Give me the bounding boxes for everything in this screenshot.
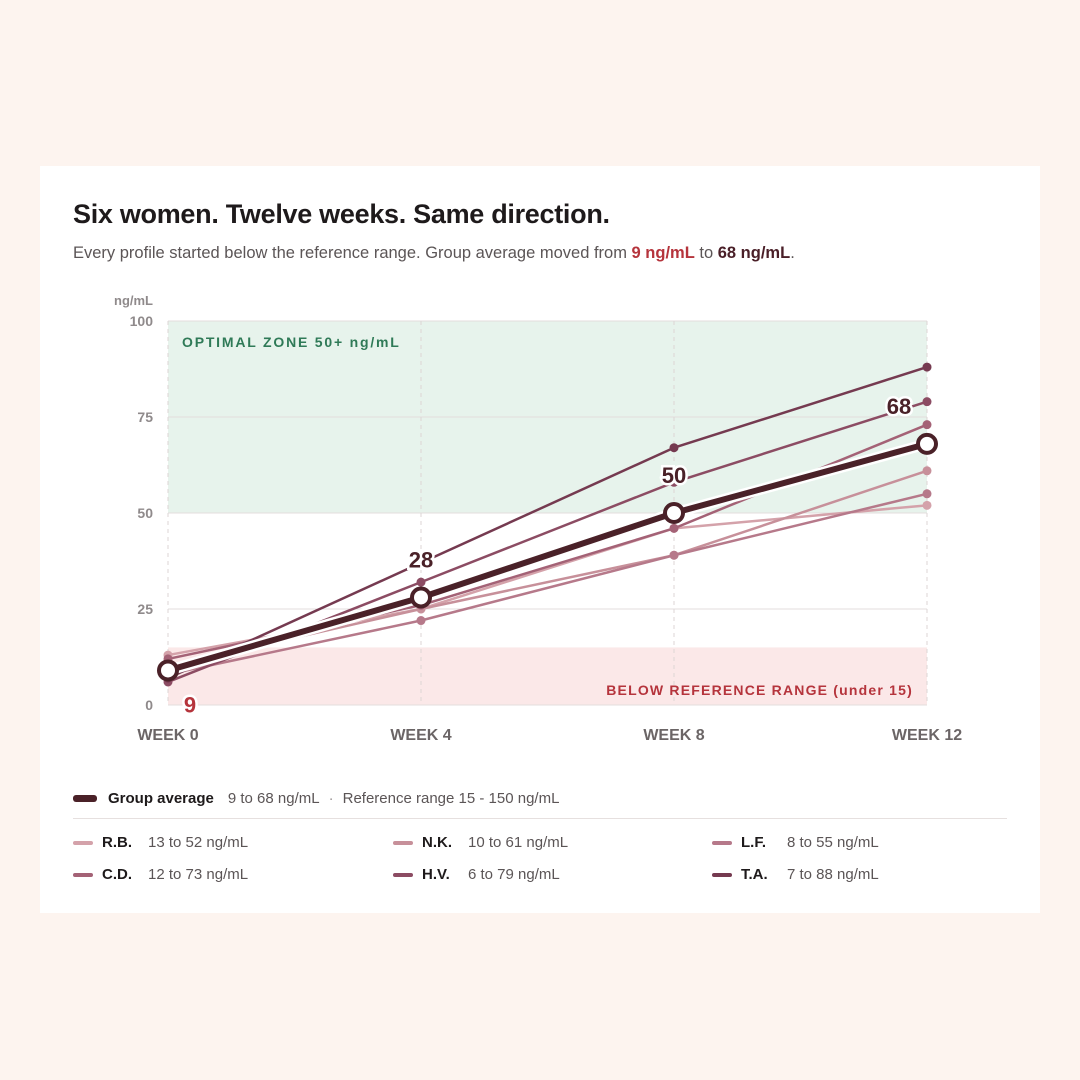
legend-swatch [393, 840, 413, 845]
x-tick-label: WEEK 8 [643, 727, 704, 744]
series-point [922, 466, 932, 476]
optimal-zone-label: OPTIMAL ZONE 50+ ng/mL [182, 334, 401, 350]
subtitle-end-value: 68 ng/mL [717, 244, 791, 262]
legend-item: R.B. 13 to 52 ng/mL [73, 834, 248, 851]
series-point [922, 489, 932, 499]
line-chart: 0 25 50 75 100 WEEK 0 WEEK 4 WEEK 8 WEEK 12 ng/mL… [114, 293, 962, 744]
legend-range: 10 to 61 ng/mL [468, 834, 569, 851]
legend-name: R.B. [102, 834, 132, 851]
subtitle-period: . [790, 244, 795, 262]
chart-card: Six women. Twelve weeks. Same direction.… [40, 166, 1040, 913]
series-point [922, 420, 932, 430]
legend-name: T.A. [741, 866, 768, 883]
legend-range: 13 to 52 ng/mL [148, 834, 249, 851]
average-data-label: 9 [184, 692, 196, 717]
series-point [416, 616, 426, 626]
y-tick-label: 100 [130, 313, 154, 329]
average-legend-range: 9 to 68 ng/mL [227, 790, 320, 807]
below-reference-band [168, 647, 927, 705]
x-tick-label: WEEK 4 [390, 727, 451, 744]
legend-swatch [712, 840, 732, 845]
chart-title: Six women. Twelve weeks. Same direction. [73, 199, 610, 229]
legend-swatch [73, 872, 93, 877]
subtitle-connector: to [694, 244, 718, 262]
legend-average: Group average 9 to 68 ng/mL · Reference … [73, 790, 1007, 807]
y-tick-label: 25 [137, 601, 153, 617]
series-point [669, 550, 679, 560]
legend-range: 8 to 55 ng/mL [787, 834, 879, 851]
legend-range: 12 to 73 ng/mL [148, 866, 249, 883]
reference-range-note: Reference range 15 - 150 ng/mL [342, 790, 560, 807]
average-point [157, 659, 179, 682]
series-line-lf [166, 492, 929, 676]
legend-separator: · [328, 790, 334, 807]
legend-swatch [712, 872, 732, 877]
y-tick-label: 75 [137, 409, 153, 425]
legend-name: H.V. [422, 866, 450, 883]
average-legend-label: Group average [108, 790, 214, 807]
legend-name: N.K. [422, 834, 452, 851]
series-point [669, 443, 679, 453]
below-reference-label: BELOW REFERENCE RANGE (under 15) [606, 682, 913, 698]
series-point [416, 577, 426, 587]
subtitle-start-value: 9 ng/mL [631, 244, 695, 262]
average-point [410, 586, 432, 609]
average-point [663, 502, 685, 524]
series-point [416, 558, 426, 568]
legend-swatch [73, 840, 93, 845]
y-tick-label: 0 [145, 697, 153, 713]
legend-item: C.D. 12 to 73 ng/mL [73, 866, 248, 883]
series-line-ta [166, 365, 929, 680]
average-data-label: 68 [887, 394, 911, 419]
x-tick-label: WEEK 0 [137, 727, 198, 744]
legend-item: T.A. 7 to 88 ng/mL [712, 866, 879, 883]
average-line [165, 440, 930, 674]
legend-item: L.F. 8 to 55 ng/mL [712, 834, 879, 851]
series-point [669, 477, 679, 487]
average-data-label: 28 [409, 547, 433, 572]
series-point [922, 362, 932, 372]
average-swatch [73, 795, 97, 802]
series-point [922, 397, 932, 407]
y-axis-unit: ng/mL [114, 293, 153, 308]
legend-range: 7 to 88 ng/mL [787, 866, 879, 883]
x-tick-label: WEEK 12 [892, 727, 962, 744]
subtitle-text: Every profile started below the referenc… [73, 244, 632, 262]
y-tick-label: 50 [137, 505, 153, 521]
series-point [669, 523, 679, 533]
chart-subtitle: Every profile started below the referenc… [73, 244, 795, 263]
average-point [916, 432, 938, 455]
series-point [922, 500, 932, 510]
average-data-label: 50 [662, 463, 686, 488]
legend-range: 6 to 79 ng/mL [468, 866, 560, 883]
legend-name: C.D. [102, 866, 132, 883]
legend-swatch [393, 872, 413, 877]
legend-item: N.K. 10 to 61 ng/mL [393, 834, 568, 851]
legend-divider [73, 818, 1007, 819]
legend-item: H.V. 6 to 79 ng/mL [393, 866, 560, 883]
legend-name: L.F. [741, 834, 766, 851]
